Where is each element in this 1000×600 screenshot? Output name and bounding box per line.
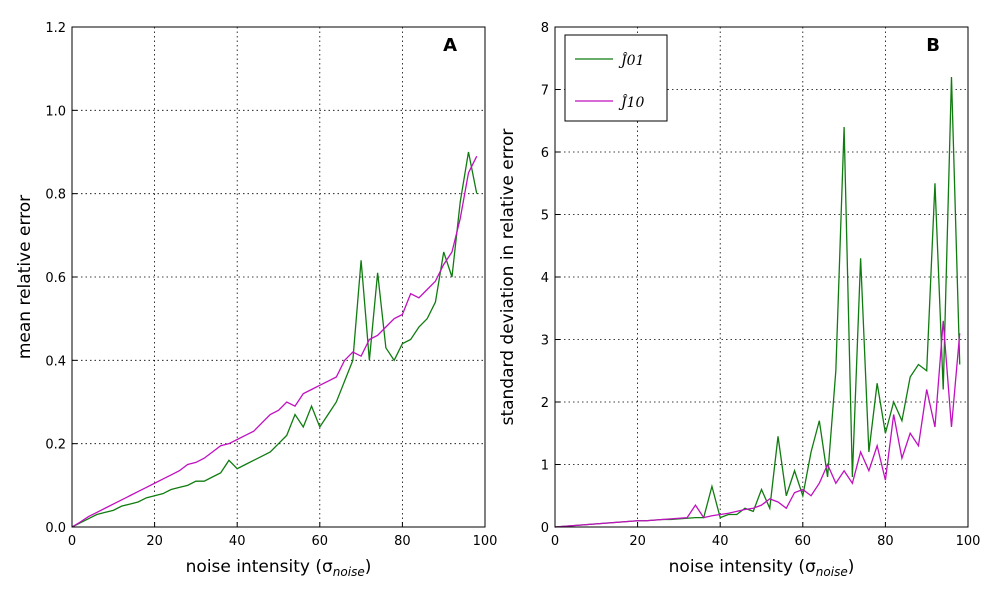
legend-box — [564, 34, 668, 122]
panel-annotation: B — [926, 35, 940, 56]
x-axis-label: noise intensity (σnoise) — [669, 557, 855, 579]
x-tick-label: 80 — [394, 534, 411, 549]
series-line — [71, 155, 478, 528]
x-tick-label: 60 — [795, 534, 812, 549]
y-tick-label: 8 — [541, 21, 549, 36]
legend: Ĵ01 Ĵ10 — [564, 34, 668, 122]
x-tick-label: 20 — [629, 534, 646, 549]
y-tick-label: 1 — [541, 459, 549, 474]
y-axis-label: standard deviation in relative error — [498, 129, 518, 426]
x-axis-label-part: ) — [848, 557, 855, 577]
x-tick-label: 100 — [473, 534, 498, 549]
y-tick-label: 7 — [541, 84, 549, 99]
x-tick-label: 100 — [956, 534, 981, 549]
y-tick-label: 3 — [541, 334, 549, 349]
y-tick-label: 5 — [541, 209, 549, 224]
y-tick-label: 0.8 — [45, 188, 66, 203]
x-axis-label: noise intensity (σnoise) — [186, 557, 372, 579]
y-axis-label: mean relative error — [15, 195, 35, 359]
x-tick-label: 20 — [146, 534, 163, 549]
x-tick-label: 40 — [229, 534, 246, 549]
x-axis-label-part: noise — [333, 565, 365, 579]
x-tick-label: 80 — [877, 534, 894, 549]
plot-frame — [554, 26, 969, 528]
y-tick-label: 4 — [541, 271, 549, 286]
x-tick-label: 60 — [312, 534, 329, 549]
y-tick-label: 6 — [541, 146, 549, 161]
plot-frame — [71, 26, 486, 528]
x-axis-label-part: noise intensity (σ — [669, 557, 816, 577]
y-tick-label: 1.2 — [45, 21, 66, 36]
y-tick-label: 2 — [541, 396, 549, 411]
series-line — [71, 151, 478, 528]
series-line — [554, 76, 961, 528]
y-tick-label: 0 — [541, 521, 549, 536]
y-tick-label: 0.4 — [45, 354, 66, 369]
legend-label: Ĵ01 — [618, 51, 644, 69]
y-tick-label: 0.0 — [45, 521, 66, 536]
x-axis-label-part: noise intensity (σ — [186, 557, 333, 577]
x-tick-label: 0 — [551, 534, 559, 549]
y-tick-label: 0.2 — [45, 438, 66, 453]
x-axis-label-part: noise — [816, 565, 848, 579]
x-tick-label: 40 — [712, 534, 729, 549]
x-tick-label: 0 — [68, 534, 76, 549]
legend-label: Ĵ10 — [618, 93, 645, 111]
series-line — [554, 320, 961, 528]
y-tick-label: 0.6 — [45, 271, 66, 286]
x-axis-label-part: ) — [365, 557, 372, 577]
panel-annotation: A — [443, 35, 457, 56]
y-tick-label: 1.0 — [45, 104, 66, 119]
panel: 0 20 40 60 80 100 0.0 0.2 0.4 0.6 0.8 1.0 1.2 Anoise … — [15, 21, 497, 579]
